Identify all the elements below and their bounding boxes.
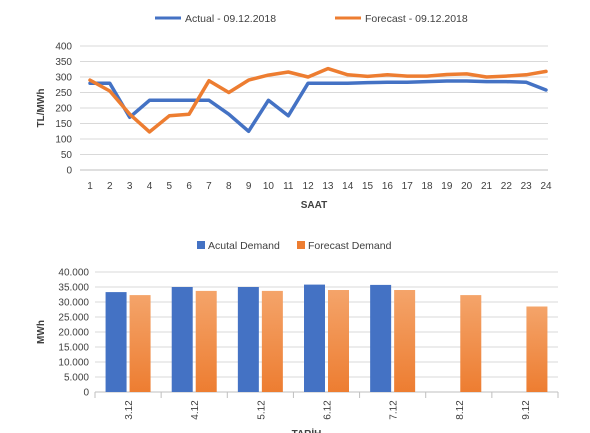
x-tick-label: 15 xyxy=(362,181,374,192)
legend-label-1: Acutal Demand xyxy=(208,240,280,252)
x-tick-label: 3 xyxy=(127,181,133,192)
x-tick-label: 20 xyxy=(461,181,473,192)
y-tick-label: 200 xyxy=(55,104,72,115)
bar-forecast xyxy=(195,290,217,392)
y-tick-label: 0 xyxy=(66,166,72,177)
y-tick-label: 400 xyxy=(55,42,72,53)
x-tick-label: 13 xyxy=(322,181,334,192)
x-tick-label: 23 xyxy=(521,181,533,192)
x-tick-label: 7.12 xyxy=(389,400,400,420)
x-tick-label: 5 xyxy=(167,181,173,192)
x-tick-label: 9 xyxy=(246,181,252,192)
y-tick-label: 250 xyxy=(55,88,72,99)
bar-forecast xyxy=(460,295,482,392)
y-tick-label: 300 xyxy=(55,73,72,84)
y-tick-label: 50 xyxy=(61,150,73,161)
x-tick-label: 22 xyxy=(501,181,513,192)
x-tick-label: 6 xyxy=(186,181,192,192)
bar-forecast xyxy=(394,290,416,392)
x-tick-label: 10 xyxy=(263,181,275,192)
bar-actual xyxy=(105,292,127,392)
bar-actual xyxy=(370,284,392,392)
x-tick-label: 18 xyxy=(421,181,433,192)
legend-label-1: Actual - 09.12.2018 xyxy=(185,13,276,25)
bar-actual xyxy=(304,284,325,392)
x-tick-label: 7 xyxy=(206,181,212,192)
x-tick-label: 2 xyxy=(107,181,113,192)
y-tick-label: 100 xyxy=(55,135,72,146)
y-tick-label: 20.000 xyxy=(58,328,89,339)
y-tick-label: 0 xyxy=(83,388,89,399)
bar-forecast xyxy=(526,306,548,392)
x-tick-label: 17 xyxy=(402,181,414,192)
y-tick-label: 35.000 xyxy=(58,283,89,294)
bar-forecast xyxy=(328,290,349,392)
x-axis-title: SAAT xyxy=(301,200,327,211)
y-tick-label: 25.000 xyxy=(58,313,89,324)
y-tick-label: 15.000 xyxy=(58,343,89,354)
x-tick-label: 6.12 xyxy=(323,400,334,420)
bar-actual xyxy=(171,287,193,392)
legend-swatch-1 xyxy=(197,241,205,249)
legend-swatch-2 xyxy=(297,241,305,249)
x-tick-label: 1 xyxy=(87,181,93,192)
legend-label-2: Forecast Demand xyxy=(308,240,392,252)
x-axis-title: TARİH xyxy=(292,427,322,433)
x-tick-label: 19 xyxy=(441,181,453,192)
bar-forecast xyxy=(261,290,283,392)
x-tick-label: 24 xyxy=(540,181,552,192)
x-tick-label: 11 xyxy=(283,181,294,192)
x-tick-label: 16 xyxy=(382,181,394,192)
y-tick-label: 150 xyxy=(55,119,72,130)
y-tick-label: 10.000 xyxy=(58,358,89,369)
line-chart: Actual - 09.12.2018 Forecast - 09.12.2018… xyxy=(36,13,552,211)
series-line-2 xyxy=(88,66,548,134)
x-tick-label: 12 xyxy=(303,181,315,192)
y-tick-label: 5.000 xyxy=(64,373,89,384)
y-tick-label: 40.000 xyxy=(58,268,89,279)
x-tick-label: 8.12 xyxy=(455,400,466,420)
y-tick-label: 350 xyxy=(55,57,72,68)
x-tick-label: 8 xyxy=(226,181,232,192)
legend-label-2: Forecast - 09.12.2018 xyxy=(365,13,468,25)
y-axis-title: TL/MWh xyxy=(36,89,47,128)
x-tick-label: 5.12 xyxy=(256,400,267,420)
x-tick-label: 4 xyxy=(147,181,153,192)
y-axis-title: MWh xyxy=(36,320,47,344)
bar-actual xyxy=(237,287,259,392)
x-tick-label: 3.12 xyxy=(124,400,135,420)
x-tick-label: 4.12 xyxy=(190,400,201,420)
series-line-1 xyxy=(88,79,548,134)
x-tick-label: 21 xyxy=(481,181,493,192)
x-tick-label: 14 xyxy=(342,181,354,192)
x-tick-label: 9.12 xyxy=(521,400,532,420)
y-tick-label: 30.000 xyxy=(58,298,89,309)
bar-forecast xyxy=(129,295,151,392)
